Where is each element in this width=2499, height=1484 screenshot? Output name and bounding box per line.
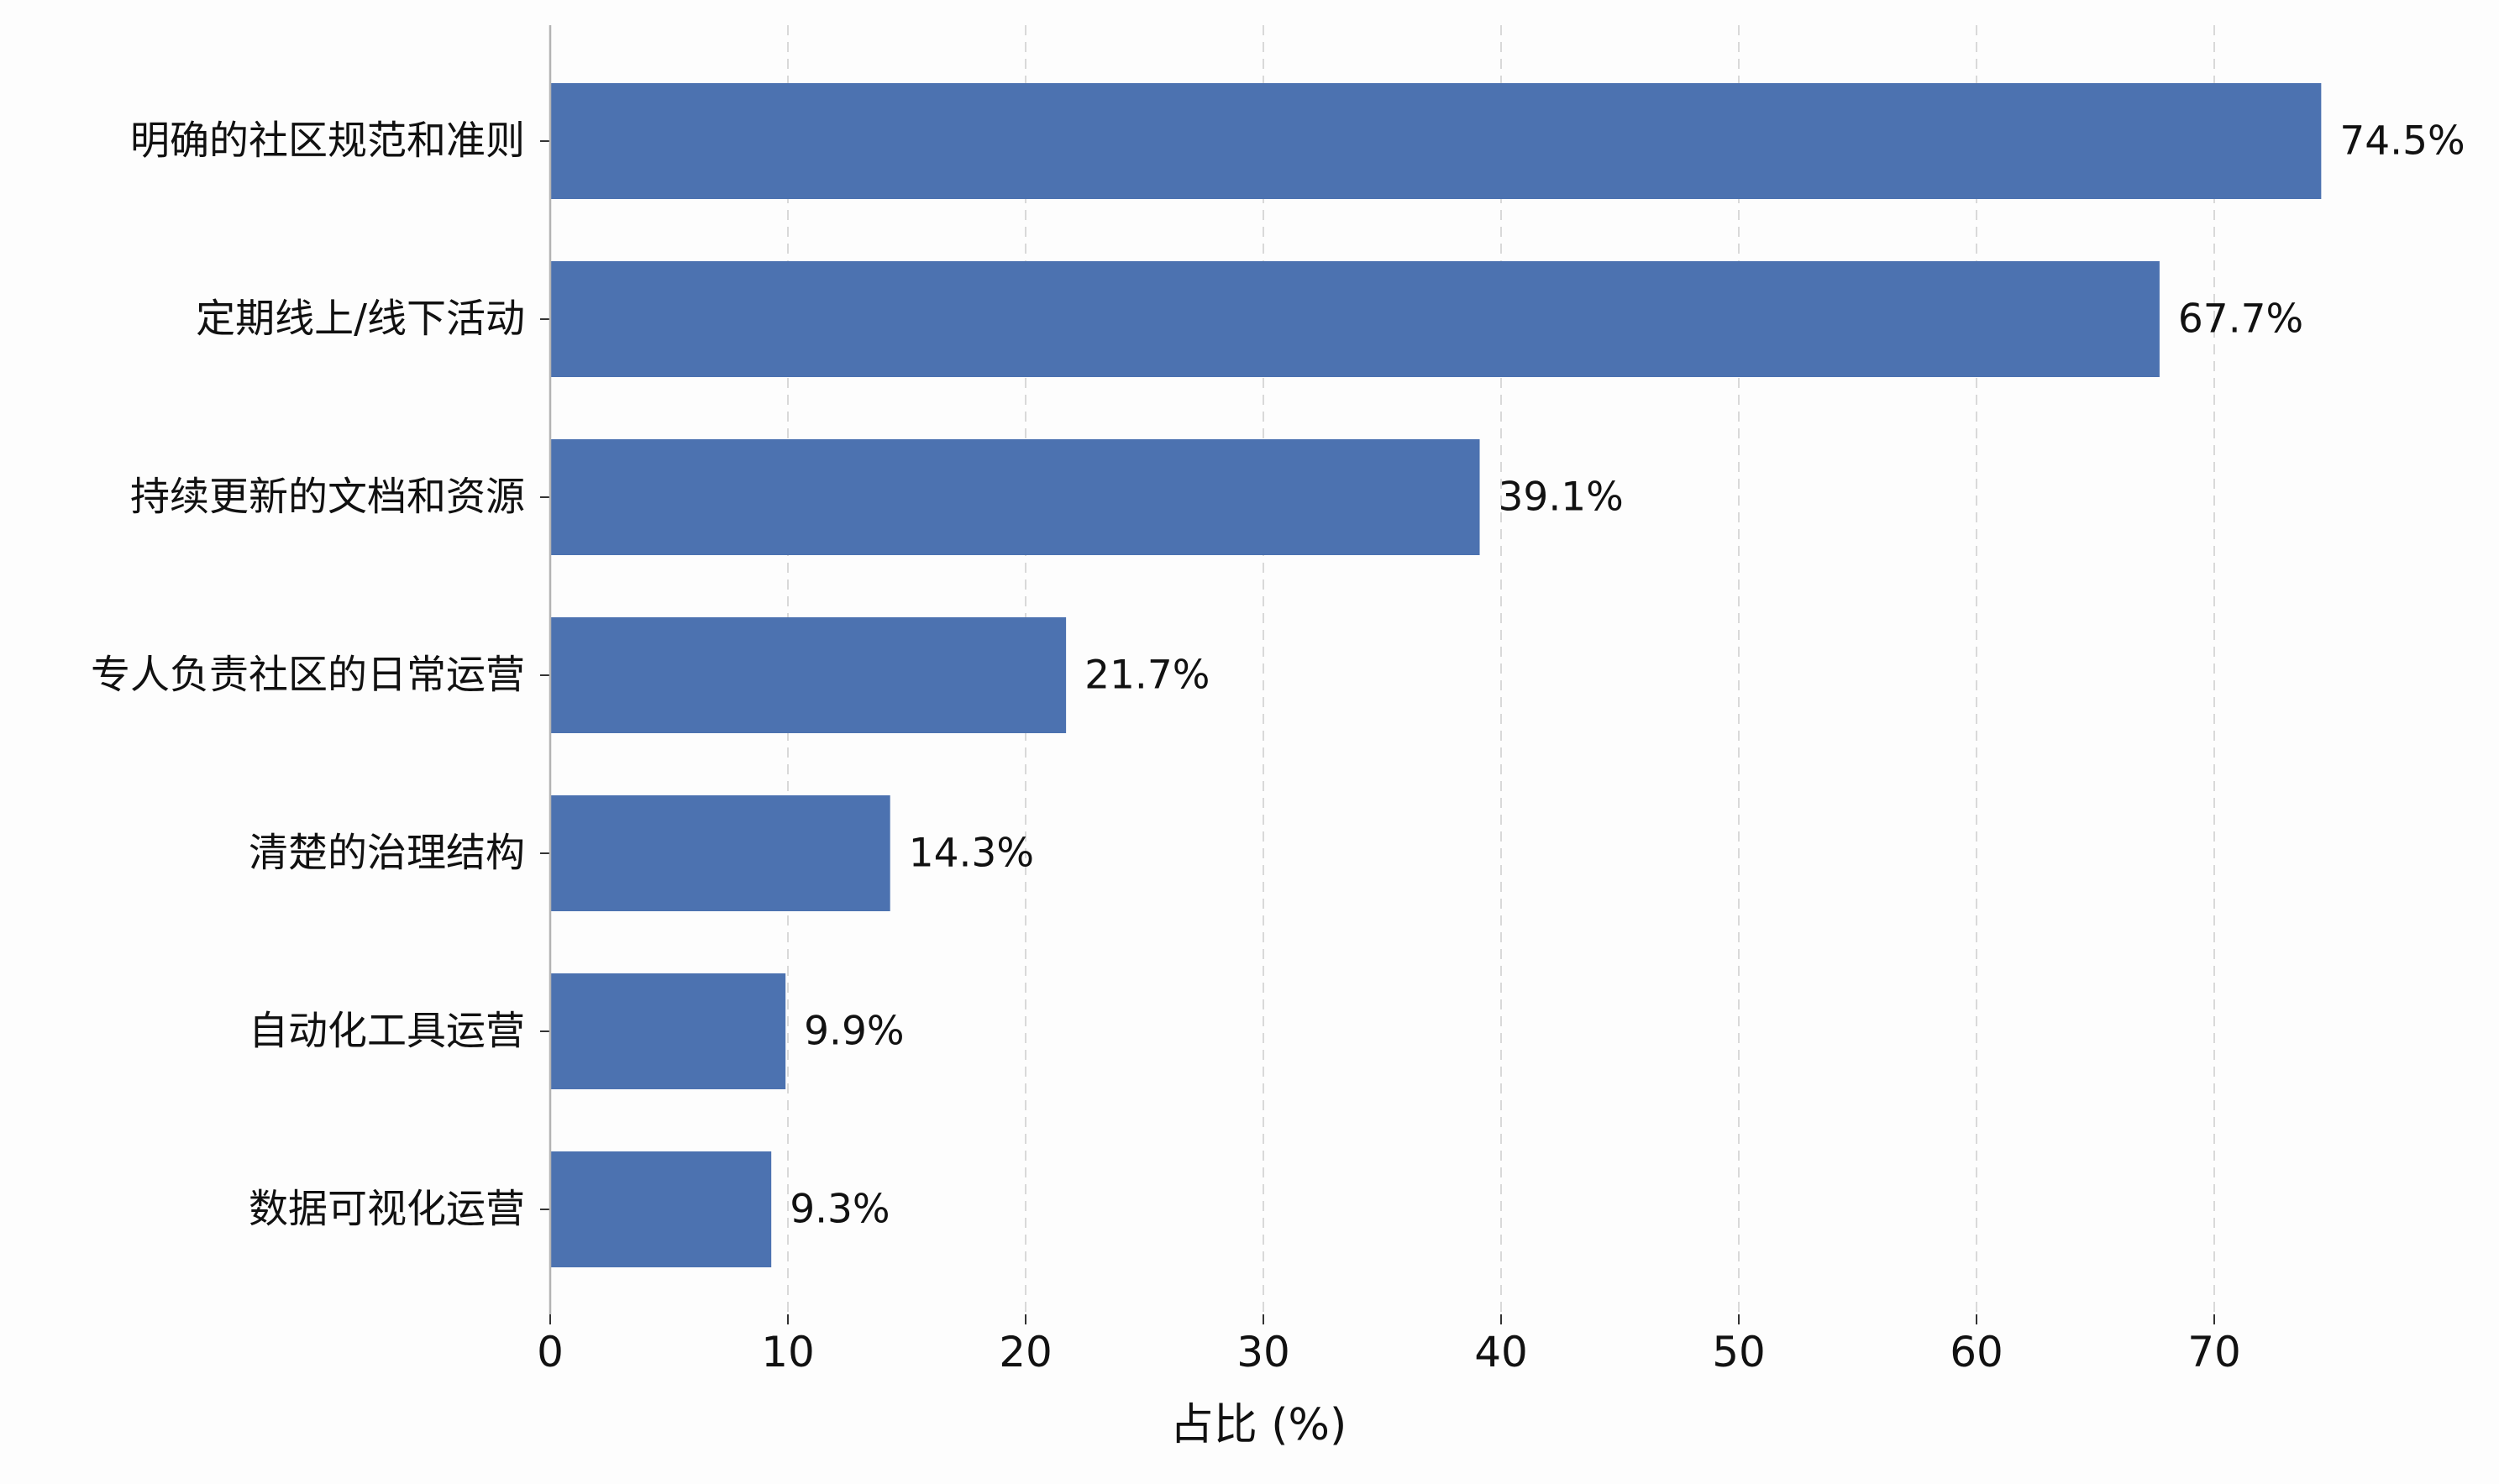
bar (550, 795, 890, 911)
x-axis-label: 占比 (%) (1170, 1400, 1347, 1450)
x-tick-label: 50 (1712, 1328, 1766, 1377)
y-tick-label: 专人负责社区的日常运营 (91, 653, 525, 699)
y-tick-label: 数据可视化运营 (249, 1187, 525, 1233)
data-label: 14.3% (909, 831, 1034, 877)
bar (550, 261, 2160, 377)
data-label: 39.1% (1499, 475, 1624, 521)
data-label: 74.5% (2339, 118, 2465, 165)
x-tick-label: 10 (761, 1328, 815, 1377)
bars (550, 83, 2322, 1267)
data-label: 21.7% (1084, 653, 1210, 699)
bar (550, 617, 1067, 733)
bar (550, 83, 2322, 199)
x-tick-label: 20 (999, 1328, 1053, 1377)
bar (550, 973, 786, 1089)
y-tick-label: 自动化工具运营 (249, 1009, 525, 1055)
bar (550, 1151, 772, 1267)
data-label: 9.9% (804, 1009, 904, 1055)
x-tick-label: 60 (1950, 1328, 2003, 1377)
x-tick-label: 40 (1474, 1328, 1528, 1377)
y-tick-label: 明确的社区规范和准则 (130, 118, 525, 165)
x-tick-label: 70 (2187, 1328, 2241, 1377)
labels: 明确的社区规范和准则 74.5% 定期线上/线下活动 67.7% 持续更新的文档和资源 3… (91, 118, 2465, 1377)
data-label: 67.7% (2178, 296, 2303, 343)
y-tick-label: 定期线上/线下活动 (196, 296, 525, 343)
data-label: 9.3% (790, 1187, 890, 1233)
y-tick-label: 持续更新的文档和资源 (130, 475, 525, 521)
x-tick-label: 30 (1236, 1328, 1290, 1377)
bar (550, 439, 1480, 555)
axes (540, 25, 2215, 1324)
x-tick-label: 0 (537, 1328, 564, 1377)
y-tick-label: 清楚的治理结构 (249, 831, 525, 877)
